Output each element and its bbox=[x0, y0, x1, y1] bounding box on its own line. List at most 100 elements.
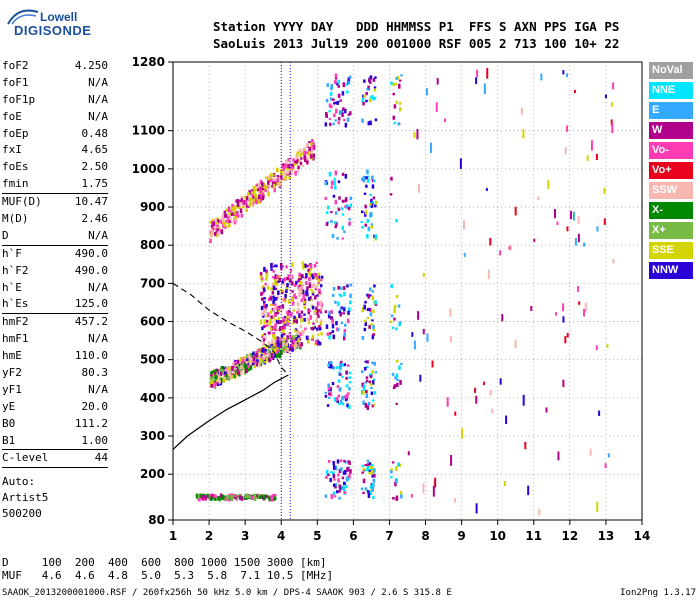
param-name: h`F2 bbox=[2, 263, 29, 277]
echo-point bbox=[235, 366, 239, 371]
param-row: hmF1 N/A bbox=[2, 331, 108, 348]
echo-point bbox=[395, 478, 398, 484]
echo-point bbox=[316, 276, 319, 281]
echo-point bbox=[214, 227, 217, 232]
echo-point bbox=[319, 321, 323, 326]
echo-point bbox=[271, 308, 275, 311]
echo-point bbox=[282, 166, 285, 172]
echo-point bbox=[283, 333, 286, 336]
y-tick-label: 1280 bbox=[132, 55, 165, 69]
echo-point bbox=[514, 339, 517, 349]
echo-point bbox=[363, 319, 367, 323]
param-row: h`F2 490.0 bbox=[2, 263, 108, 280]
echo-point bbox=[327, 385, 331, 391]
param-value: 80.3 bbox=[81, 366, 109, 380]
echo-point bbox=[278, 320, 281, 325]
echo-point bbox=[272, 285, 276, 291]
echo-point bbox=[257, 189, 260, 192]
echo-point bbox=[228, 366, 231, 370]
echo-point bbox=[299, 284, 302, 287]
echo-point bbox=[344, 173, 348, 179]
echo-point bbox=[247, 364, 250, 368]
echo-point bbox=[299, 153, 302, 158]
echo-point bbox=[281, 304, 285, 309]
echo-point bbox=[347, 77, 351, 82]
echo-point bbox=[338, 110, 342, 115]
echo-point bbox=[216, 219, 220, 224]
echo-point bbox=[301, 330, 304, 334]
echo-point bbox=[261, 182, 264, 187]
echo-point bbox=[540, 73, 543, 81]
param-value: 20.0 bbox=[81, 399, 109, 413]
y-tick-label: 400 bbox=[140, 391, 165, 405]
echo-point bbox=[296, 301, 300, 307]
echo-point bbox=[234, 495, 237, 499]
legend-item-x: X- bbox=[649, 202, 693, 219]
echo-point bbox=[326, 404, 330, 407]
echo-point bbox=[372, 399, 375, 402]
echo-point bbox=[276, 311, 279, 315]
echo-point bbox=[334, 300, 337, 304]
param-name: foF1p bbox=[2, 92, 36, 106]
echo-point bbox=[475, 503, 478, 514]
echo-point bbox=[244, 368, 248, 373]
echo-point bbox=[366, 308, 370, 311]
legend-item-vo: Vo- bbox=[649, 142, 693, 159]
echo-point bbox=[368, 307, 372, 311]
echo-point bbox=[341, 396, 344, 401]
param-row: B1 1.00 bbox=[2, 433, 108, 450]
echo-point bbox=[253, 493, 257, 498]
echo-point bbox=[311, 276, 315, 280]
echo-point bbox=[332, 334, 336, 340]
echo-point bbox=[228, 215, 231, 218]
echo-point bbox=[287, 320, 291, 323]
echo-point bbox=[278, 339, 282, 342]
echo-point bbox=[303, 305, 307, 310]
echo-point bbox=[336, 385, 340, 388]
echo-point bbox=[217, 496, 220, 500]
echo-point bbox=[219, 220, 222, 223]
echo-point bbox=[265, 357, 269, 362]
echo-point bbox=[333, 180, 336, 186]
echo-point bbox=[295, 334, 298, 337]
echo-point bbox=[586, 155, 589, 162]
echo-point bbox=[313, 264, 317, 268]
echo-point bbox=[373, 96, 377, 100]
echo-point bbox=[390, 314, 394, 318]
echo-point bbox=[253, 190, 256, 194]
echo-point bbox=[334, 185, 337, 190]
echo-point bbox=[590, 140, 593, 151]
echo-point bbox=[564, 147, 567, 155]
echo-point bbox=[226, 494, 229, 500]
param-name: yF2 bbox=[2, 366, 22, 380]
param-row: B0 111.2 bbox=[2, 416, 108, 433]
echo-point bbox=[259, 197, 263, 203]
legend-item-nnw: NNW bbox=[649, 262, 693, 279]
echo-point bbox=[610, 119, 613, 126]
echo-point bbox=[368, 287, 372, 292]
param-row: h`E N/A bbox=[2, 280, 108, 297]
echo-point bbox=[368, 77, 371, 83]
echo-point bbox=[362, 179, 366, 182]
echo-point bbox=[475, 77, 478, 85]
echo-point bbox=[338, 310, 341, 314]
echo-point bbox=[339, 312, 342, 317]
echo-point bbox=[297, 284, 301, 290]
echo-point bbox=[337, 79, 340, 84]
param-name: MUF(D) bbox=[2, 195, 42, 209]
echo-point bbox=[265, 322, 268, 325]
echo-point bbox=[211, 218, 215, 223]
echo-point bbox=[298, 272, 301, 277]
echo-point bbox=[262, 303, 266, 308]
echo-point bbox=[259, 319, 263, 325]
echo-point bbox=[553, 209, 556, 219]
echo-point bbox=[288, 175, 291, 180]
echo-point bbox=[298, 289, 301, 295]
echo-point bbox=[474, 387, 477, 393]
echo-point bbox=[340, 110, 344, 113]
echo-point bbox=[308, 276, 311, 281]
param-value: 457.2 bbox=[74, 315, 108, 329]
echo-point bbox=[454, 411, 457, 416]
echo-point bbox=[231, 203, 234, 209]
echo-point bbox=[214, 375, 218, 380]
